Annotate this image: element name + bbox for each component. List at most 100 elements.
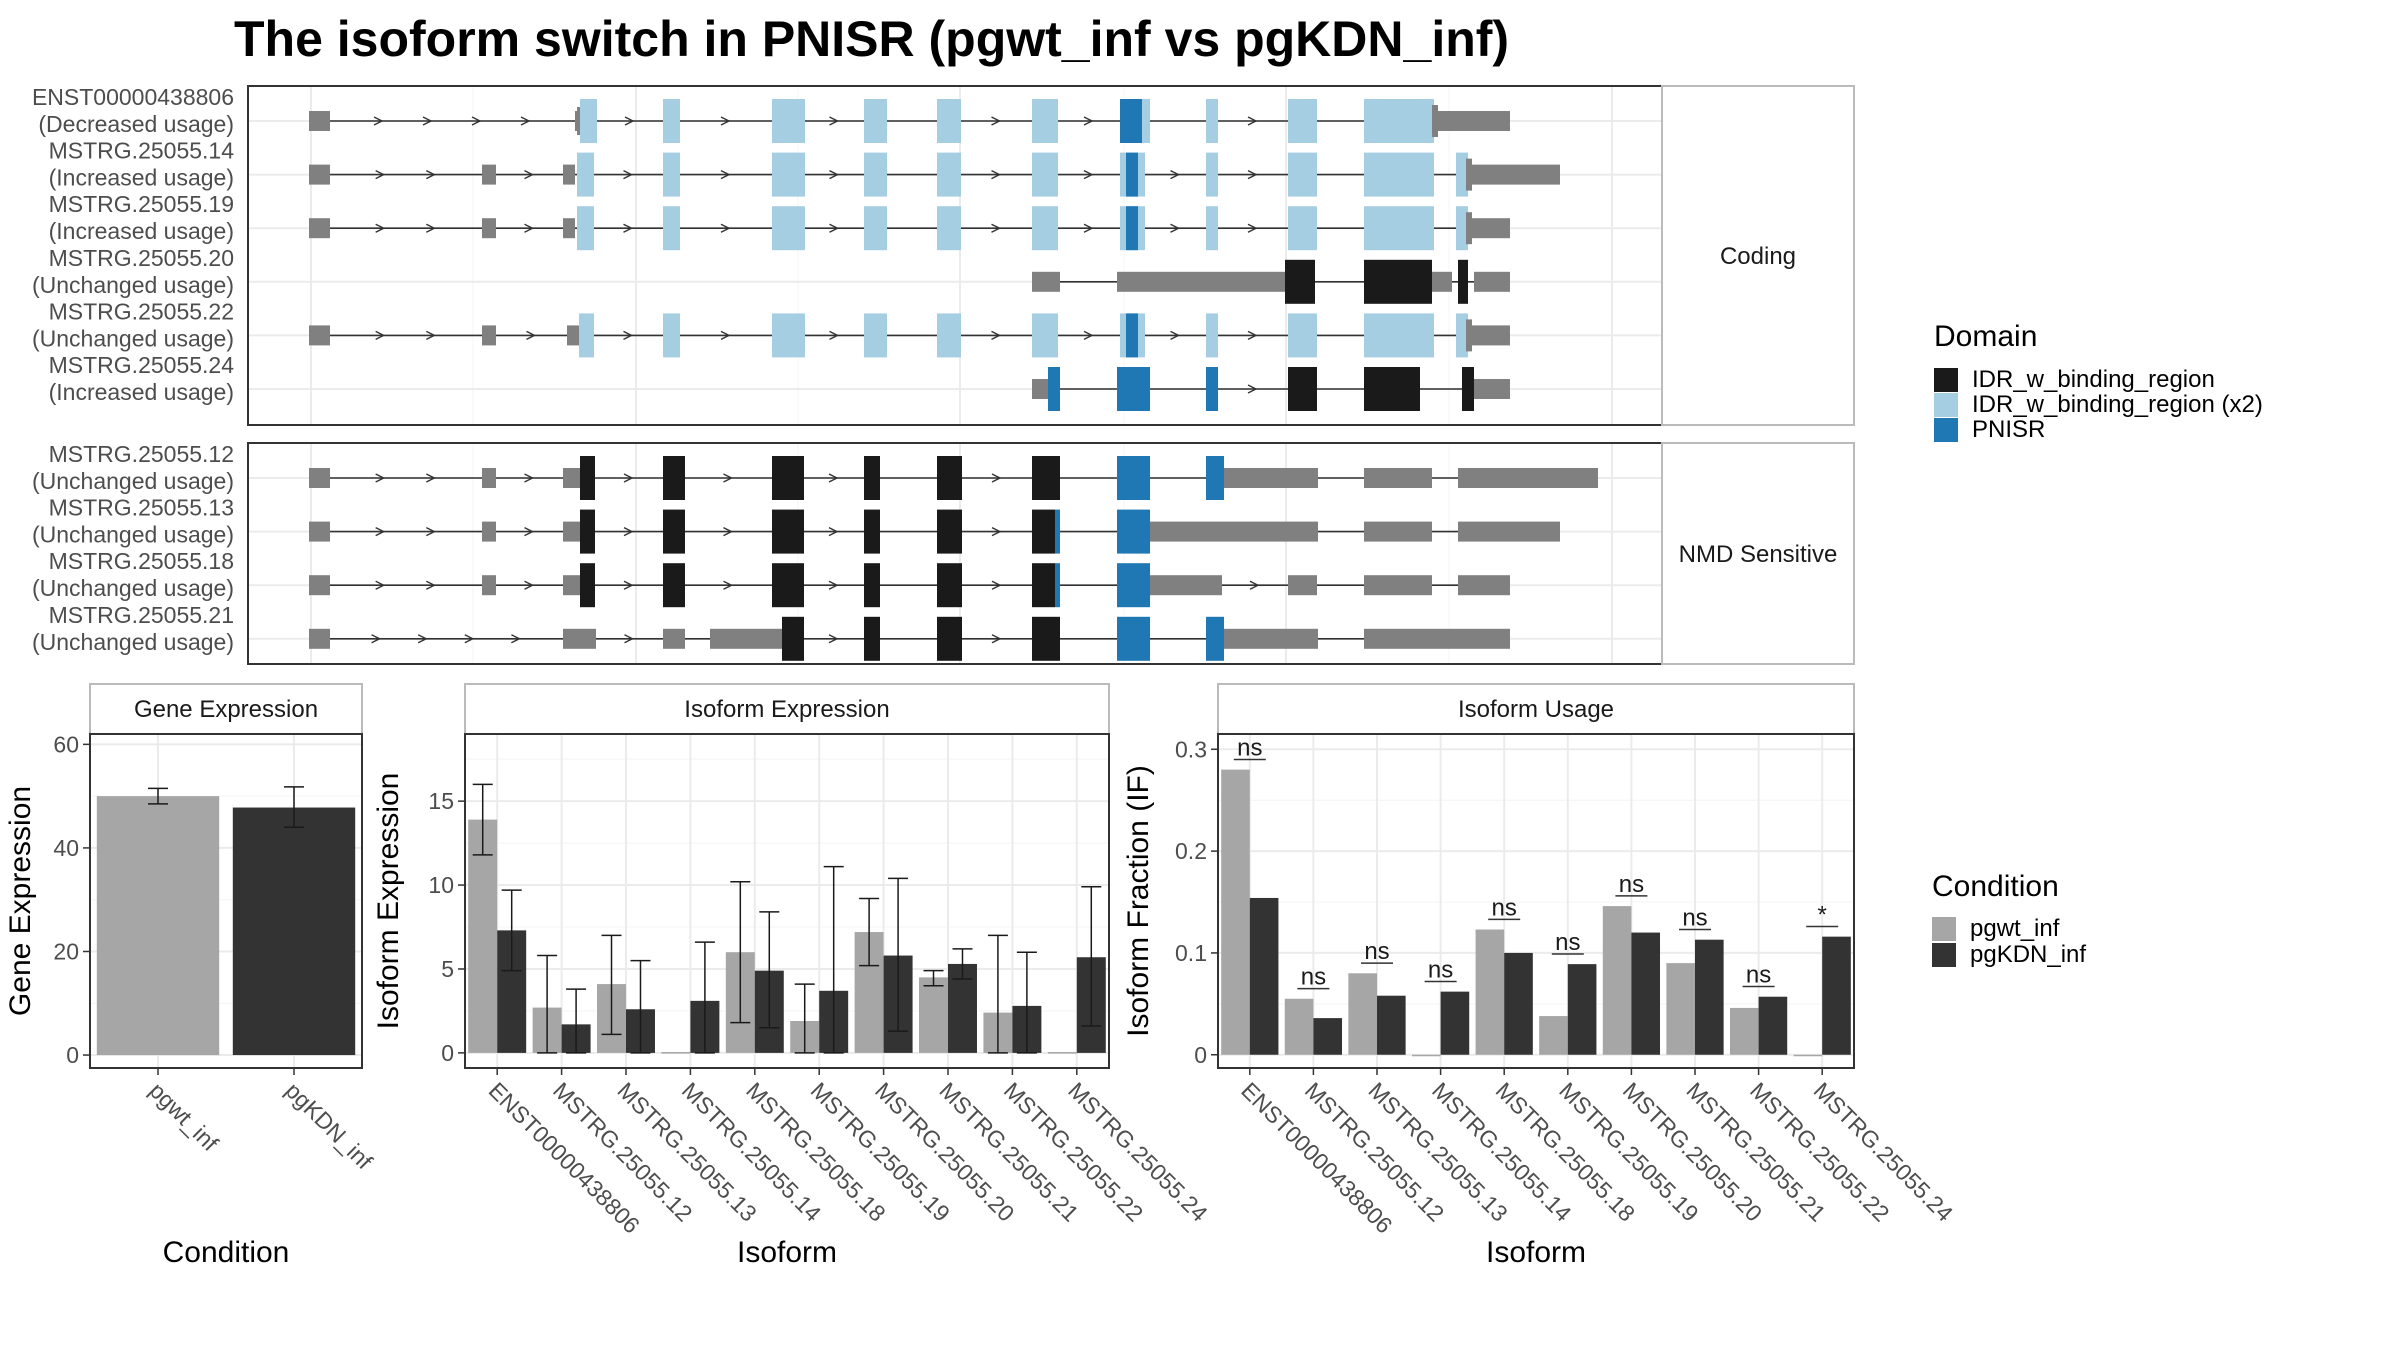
- legend-key-pnisr: [1934, 418, 1958, 442]
- bar-mstrg-25055-21-pgwt-inf: [919, 977, 948, 1053]
- domain-exon: [1032, 563, 1055, 608]
- legend-label-idr-w-binding-region-x2-: IDR_w_binding_region (x2): [1972, 391, 2263, 418]
- utr-exon: [1032, 379, 1048, 399]
- usage-label: (Unchanged usage): [32, 629, 234, 655]
- intron-arrow: [1170, 330, 1181, 341]
- domain-exon: [937, 563, 962, 608]
- y-tick-label: 0: [441, 1040, 454, 1066]
- intron-arrow: [375, 473, 386, 483]
- y-tick-label: 40: [53, 835, 79, 861]
- legend-label-pgwt-inf: pgwt_inf: [1970, 915, 2060, 942]
- isoform-usage-chart: Isoform Usage00.10.20.3ENST00000438806MS…: [1122, 683, 1958, 1269]
- transcript-mstrg-25055-19: [309, 206, 1510, 251]
- domain-exon: [937, 509, 962, 554]
- intron-arrow: [623, 330, 634, 341]
- isoform-expression-chart: Isoform Expression051015ENST00000438806M…: [372, 683, 1213, 1269]
- intron-arrow: [723, 473, 734, 483]
- intron-arrow: [1083, 330, 1094, 341]
- domain-exon: [1456, 152, 1468, 197]
- domain-exon: [772, 563, 804, 608]
- domain-exon: [1288, 313, 1317, 358]
- legend-key-pgwt-inf: [1932, 917, 1956, 941]
- x-tick-label: pgKDN_inf: [280, 1077, 377, 1174]
- domain-exon: [663, 99, 680, 143]
- domain-exon: [663, 152, 680, 197]
- x-tick-label: pgwt_inf: [144, 1077, 223, 1156]
- utr-exon: [482, 218, 496, 239]
- domain-exon: [864, 313, 887, 358]
- bar-mstrg-25055-19-pgwt-inf: [1539, 1016, 1568, 1055]
- bar-pgkdn-inf-pgkdn-inf: [232, 807, 356, 1056]
- significance-label: ns: [1364, 938, 1389, 965]
- utr-exon: [575, 111, 580, 131]
- utr-exon: [309, 521, 330, 542]
- bar-mstrg-25055-24-pgwt-inf: [1047, 1052, 1077, 1054]
- domain-exon: [937, 616, 962, 661]
- chart-strip-title: Isoform Expression: [684, 696, 889, 723]
- bar-mstrg-25055-20-pgkdn-inf: [1631, 932, 1661, 1055]
- intron-arrow: [829, 116, 840, 126]
- utr-exon: [1466, 158, 1472, 191]
- intron-arrow: [375, 223, 386, 233]
- facet-strip: [1661, 85, 1855, 426]
- domain-exon: [1032, 313, 1058, 358]
- utr-exon: [309, 111, 330, 131]
- intron-arrow: [991, 223, 1002, 233]
- intron-arrow: [1247, 116, 1258, 126]
- bar-mstrg-25055-13-pgwt-inf: [1348, 973, 1377, 1055]
- domain-exon: [772, 509, 804, 554]
- domain-exon: [864, 616, 880, 661]
- domain-exon: [663, 509, 685, 554]
- bar-mstrg-25055-22-pgwt-inf: [1729, 1007, 1759, 1055]
- domain-exon: [1032, 206, 1058, 251]
- intron-arrow: [623, 580, 634, 590]
- domain-exon: [1206, 206, 1218, 251]
- domain-exon: [937, 99, 961, 143]
- bar-mstrg-25055-24-pgwt-inf: [1793, 1054, 1823, 1057]
- transcript-enst00000438806: [309, 99, 1510, 143]
- chart-strip: [464, 683, 1110, 735]
- legend-label-idr-w-binding-region: IDR_w_binding_region: [1972, 366, 2215, 393]
- intron-arrow: [623, 473, 634, 483]
- intron-arrow: [373, 116, 384, 126]
- utr-exon: [1470, 218, 1510, 239]
- intron-arrow: [464, 634, 475, 644]
- domain-exon: [1364, 259, 1432, 304]
- domain-exon: [937, 456, 962, 500]
- intron-arrow: [991, 634, 1002, 644]
- utr-exon: [1458, 521, 1560, 542]
- bar-mstrg-25055-24-pgkdn-inf: [1822, 936, 1851, 1055]
- utr-exon: [309, 575, 330, 596]
- intron-arrow: [426, 330, 436, 341]
- domain-exon: [1126, 152, 1138, 197]
- domain-exon: [580, 509, 595, 554]
- domain-exon: [1288, 152, 1317, 197]
- domain-exon: [1456, 313, 1468, 358]
- utr-exon: [1150, 575, 1222, 596]
- intron-arrow: [828, 526, 839, 537]
- utr-exon: [1032, 271, 1060, 292]
- y-axis-label: Isoform Fraction (IF): [1122, 765, 1155, 1037]
- domain-exon: [1364, 367, 1420, 411]
- domain-exon: [772, 99, 805, 143]
- intron-arrow: [829, 169, 840, 180]
- intron-arrow: [624, 116, 635, 126]
- isoform-label: MSTRG.25055.13: [49, 495, 234, 521]
- intron-arrow: [991, 526, 1002, 537]
- condition-legend-title: Condition: [1932, 870, 2059, 903]
- domain-exon: [864, 152, 887, 197]
- utr-exon: [309, 218, 330, 239]
- intron-arrow: [623, 526, 634, 537]
- isoform-label: MSTRG.25055.22: [49, 298, 234, 324]
- bar-mstrg-25055-18-pgkdn-inf: [1504, 952, 1533, 1055]
- intron-arrow: [723, 580, 734, 590]
- bar-pgwt-inf-pgwt-inf: [96, 796, 220, 1056]
- domain-legend-title: Domain: [1934, 320, 2037, 353]
- domain-exon: [1032, 456, 1060, 500]
- legend-key-idr-w-binding-region-x2-: [1934, 393, 1958, 417]
- bar-enst00000438806-pgwt-inf: [1221, 769, 1250, 1055]
- domain-exon: [1288, 99, 1317, 143]
- legend-label-pnisr: PNISR: [1972, 416, 2045, 443]
